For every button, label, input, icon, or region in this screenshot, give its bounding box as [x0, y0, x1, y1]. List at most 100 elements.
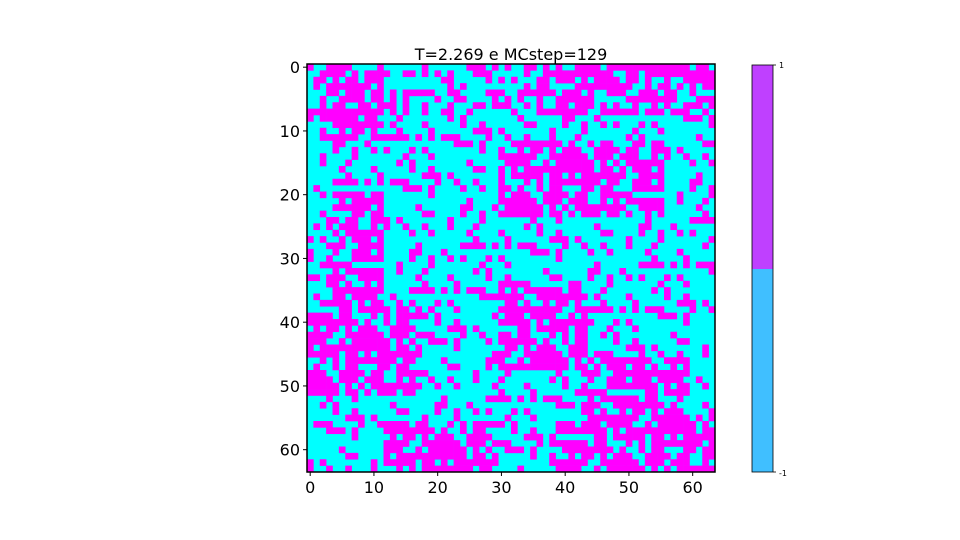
spin-cell — [600, 140, 607, 148]
spin-cell — [345, 134, 352, 141]
spin-cell — [574, 146, 582, 154]
spin-cell — [345, 331, 352, 339]
spin-cell — [542, 268, 550, 275]
spin-cell — [683, 446, 690, 454]
spin-cell — [574, 427, 582, 435]
spin-cell — [606, 325, 614, 333]
spin-cell — [606, 465, 614, 473]
spin-cell — [600, 306, 607, 313]
spin-cell — [651, 395, 658, 403]
spin-cell — [358, 382, 365, 390]
spin-cell — [332, 229, 340, 237]
spin-cell — [523, 197, 531, 205]
spin-cell — [434, 338, 442, 345]
spin-cell — [351, 350, 359, 358]
spin-cell — [453, 89, 461, 97]
spin-cell — [536, 344, 544, 352]
spin-cell — [313, 338, 321, 345]
spin-cell — [613, 64, 620, 71]
spin-cell — [523, 287, 531, 294]
spin-cell — [338, 64, 346, 71]
spin-cell — [421, 427, 429, 435]
spin-cell — [377, 210, 384, 218]
spin-cell — [332, 427, 340, 435]
spin-cell — [377, 268, 384, 275]
spin-cell — [536, 146, 544, 154]
spin-cell — [523, 363, 531, 371]
spin-cell — [530, 248, 537, 256]
spin-cell — [313, 421, 321, 428]
spin-cell — [402, 459, 410, 466]
spin-cell — [549, 287, 556, 294]
spin-cell — [593, 223, 601, 231]
spin-cell — [523, 319, 531, 326]
spin-cell — [504, 344, 512, 352]
spin-cell — [504, 185, 512, 192]
spin-cell — [651, 204, 658, 211]
spin-cell — [536, 440, 544, 447]
spin-cell — [664, 427, 671, 435]
spin-cell — [479, 433, 486, 441]
spin-cell — [632, 166, 639, 173]
spin-cell — [472, 408, 480, 415]
spin-cell — [460, 459, 467, 466]
spin-cell — [351, 255, 359, 262]
spin-cell — [555, 325, 563, 333]
spin-cell — [498, 306, 505, 313]
spin-cell — [358, 210, 365, 218]
x-tick-label: 10 — [364, 478, 384, 497]
spin-cell — [555, 306, 563, 313]
spin-cell — [574, 197, 582, 205]
spin-cell — [574, 287, 582, 294]
axes-frame — [306, 63, 716, 473]
spin-cell — [613, 363, 620, 371]
spin-cell — [389, 427, 397, 435]
spin-cell — [383, 338, 391, 345]
spin-cell — [479, 70, 486, 78]
spin-cell — [383, 146, 391, 154]
spin-cell — [440, 248, 448, 256]
spin-cell — [708, 427, 716, 435]
spin-cell — [702, 242, 709, 250]
spin-cell — [555, 350, 563, 358]
spin-cell — [523, 70, 531, 78]
spin-cell — [377, 389, 384, 396]
y-tick-label: 20 — [280, 186, 300, 205]
spin-cell — [358, 287, 365, 294]
spin-cell — [568, 446, 576, 454]
spin-cell — [428, 191, 435, 199]
spin-cell — [409, 185, 416, 192]
spin-cell — [358, 299, 365, 307]
spin-cell — [632, 370, 639, 377]
spin-cell — [409, 459, 416, 466]
spin-cell — [511, 210, 518, 218]
spin-cell — [338, 191, 346, 199]
spin-cell — [409, 146, 416, 154]
spin-cell — [664, 312, 671, 320]
spin-cell — [676, 197, 684, 205]
spin-cell — [555, 293, 563, 301]
spin-cell — [606, 83, 614, 90]
spin-cell — [644, 89, 652, 97]
spin-cell — [708, 76, 716, 84]
spin-cell — [600, 389, 607, 396]
spin-cell — [498, 255, 505, 262]
spin-cell — [447, 217, 454, 224]
spin-cell — [613, 83, 620, 90]
spin-cell — [619, 83, 627, 90]
spin-cell — [683, 389, 690, 396]
spin-cell — [632, 153, 639, 160]
spin-cell — [396, 178, 403, 186]
spin-cell — [683, 363, 690, 371]
spin-cell — [447, 465, 454, 473]
spin-cell — [625, 197, 633, 205]
x-tick-label: 30 — [491, 478, 511, 497]
spin-cell — [702, 64, 709, 71]
spin-cell — [683, 299, 690, 307]
spin-cell — [625, 395, 633, 403]
spin-cell — [370, 274, 378, 282]
spin-cell — [676, 389, 684, 396]
spin-cell — [593, 172, 601, 180]
spin-cell — [338, 197, 346, 205]
spin-cell — [421, 268, 429, 275]
